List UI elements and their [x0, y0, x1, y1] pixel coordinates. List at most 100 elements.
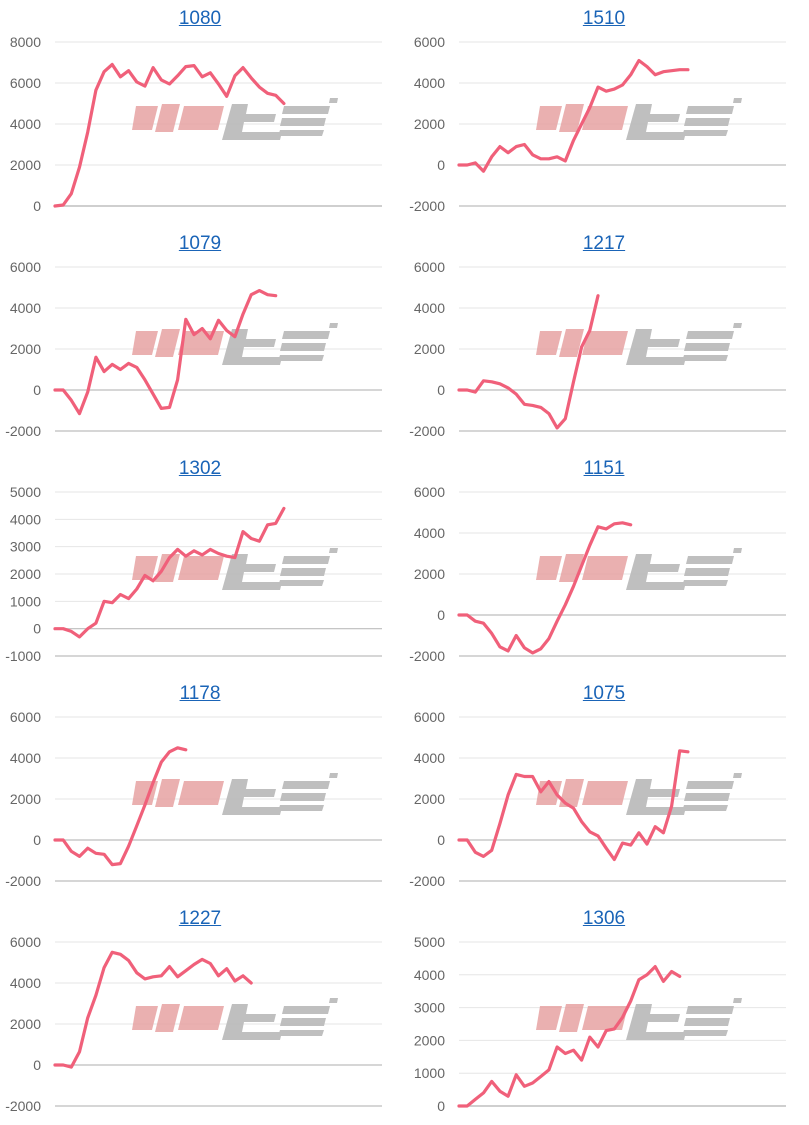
y-tick-label: 4000	[10, 116, 41, 132]
y-tick-label: 6000	[10, 709, 41, 725]
y-tick-label: 4000	[414, 525, 445, 541]
y-tick-label: 6000	[414, 709, 445, 725]
chart-1306: 1306 0 1000 2000 3000 4000 5000	[404, 900, 804, 1125]
chart-svg: -2000 0 2000 4000 6000	[409, 709, 786, 889]
y-tick-label: 6000	[10, 934, 41, 950]
y-tick-label: 0	[437, 157, 445, 173]
y-tick-label: 6000	[414, 34, 445, 50]
chart-1510: 1510 -2000 0 2000 4000 6000	[404, 0, 804, 225]
y-tick-label: 4000	[10, 300, 41, 316]
y-tick-label: 0	[33, 621, 41, 637]
minrepo-watermark-logo	[536, 98, 742, 140]
chart-1075: 1075 -2000 0 2000 4000 6000	[404, 675, 804, 900]
y-tick-label: 0	[437, 1098, 445, 1114]
y-tick-label: 8000	[10, 34, 41, 50]
y-tick-label: 4000	[414, 967, 445, 983]
y-tick-label: 1000	[414, 1065, 445, 1081]
y-tick-label: -2000	[5, 1098, 41, 1114]
y-tick-label: 3000	[414, 1000, 445, 1016]
minrepo-watermark-logo	[536, 998, 742, 1040]
series-line	[457, 294, 600, 430]
series-line	[53, 746, 188, 867]
y-tick-label: 2000	[414, 341, 445, 357]
y-tick-label: 0	[33, 382, 41, 398]
y-tick-label: 4000	[10, 975, 41, 991]
series-line	[53, 62, 286, 208]
y-tick-label: -1000	[5, 648, 41, 664]
chart-svg: -2000 0 2000 4000 6000	[5, 934, 382, 1114]
y-tick-label: -2000	[5, 873, 41, 889]
chart-svg: -2000 0 2000 4000 6000	[409, 259, 786, 439]
y-tick-label: 0	[33, 198, 41, 214]
chart-title-link[interactable]: 1227	[178, 908, 222, 929]
series-line	[53, 288, 278, 416]
series-line	[457, 749, 690, 862]
chart-1217: 1217 -2000 0 2000 4000 6000	[404, 225, 804, 450]
y-tick-label: -2000	[5, 423, 41, 439]
chart-1302: 1302 -1000 0 1000 2000 3000 4000 5000	[0, 450, 400, 675]
y-tick-label: 2000	[10, 341, 41, 357]
y-tick-label: 4000	[414, 750, 445, 766]
series-line	[457, 964, 682, 1108]
y-tick-label: 6000	[414, 484, 445, 500]
chart-svg: -2000 0 2000 4000 6000	[5, 259, 382, 439]
chart-svg: -1000 0 1000 2000 3000 4000 5000	[5, 484, 382, 664]
chart-svg: 0 1000 2000 3000 4000 5000	[414, 934, 786, 1114]
y-tick-label: 0	[437, 382, 445, 398]
minrepo-watermark-logo	[536, 323, 742, 365]
chart-title-link[interactable]: 1178	[179, 683, 221, 704]
minrepo-watermark-logo	[132, 998, 338, 1040]
y-tick-label: 6000	[10, 75, 41, 91]
series-line	[457, 521, 633, 655]
minrepo-watermark-logo	[132, 98, 338, 140]
y-tick-label: -2000	[409, 423, 445, 439]
chart-title-link[interactable]: 1079	[178, 233, 222, 254]
series-line	[53, 950, 253, 1069]
series-line	[457, 58, 690, 173]
y-tick-label: -2000	[409, 873, 445, 889]
y-tick-label: 0	[437, 832, 445, 848]
y-tick-label: 2000	[10, 157, 41, 173]
y-tick-label: 2000	[10, 566, 41, 582]
series-line	[53, 506, 286, 639]
chart-1178: 1178 -2000 0 2000 4000 6000	[0, 675, 400, 900]
y-tick-label: 5000	[414, 934, 445, 950]
y-tick-label: 0	[33, 832, 41, 848]
minrepo-watermark-logo	[132, 548, 338, 590]
chart-svg: -2000 0 2000 4000 6000	[409, 484, 786, 664]
y-tick-label: 4000	[414, 75, 445, 91]
y-tick-label: 0	[437, 607, 445, 623]
y-tick-label: 4000	[10, 511, 41, 527]
chart-1080: 1080 0 2000 4000 6000 8000	[0, 0, 400, 225]
y-tick-label: 3000	[10, 539, 41, 555]
chart-svg: 0 2000 4000 6000 8000	[10, 34, 382, 214]
chart-title-link[interactable]: 1080	[178, 8, 222, 29]
y-tick-label: 6000	[414, 259, 445, 275]
y-tick-label: 4000	[414, 300, 445, 316]
chart-1227: 1227 -2000 0 2000 4000 6000	[0, 900, 400, 1125]
minrepo-watermark-logo	[536, 773, 742, 815]
y-tick-label: 2000	[414, 566, 445, 582]
chart-title-link[interactable]: 1217	[582, 233, 626, 254]
y-tick-label: 1000	[10, 593, 41, 609]
y-tick-label: -2000	[409, 648, 445, 664]
y-tick-label: 2000	[414, 116, 445, 132]
chart-svg: -2000 0 2000 4000 6000	[409, 34, 786, 214]
minrepo-watermark-logo	[536, 548, 742, 590]
y-tick-label: 2000	[414, 791, 445, 807]
chart-title-link[interactable]: 1510	[582, 8, 626, 29]
minrepo-watermark-logo	[132, 773, 338, 815]
y-tick-label: 2000	[10, 1016, 41, 1032]
chart-title-link[interactable]: 1151	[583, 458, 625, 479]
y-tick-label: 4000	[10, 750, 41, 766]
y-tick-label: 2000	[10, 791, 41, 807]
chart-1151: 1151 -2000 0 2000 4000 6000	[404, 450, 804, 675]
chart-title-link[interactable]: 1302	[178, 458, 222, 479]
chart-title-link[interactable]: 1075	[582, 683, 626, 704]
chart-title-link[interactable]: 1306	[582, 908, 626, 929]
y-tick-label: -2000	[409, 198, 445, 214]
minrepo-watermark-logo	[132, 323, 338, 365]
y-tick-label: 5000	[10, 484, 41, 500]
chart-1079: 1079 -2000 0 2000 4000 6000	[0, 225, 400, 450]
y-tick-label: 2000	[414, 1032, 445, 1048]
